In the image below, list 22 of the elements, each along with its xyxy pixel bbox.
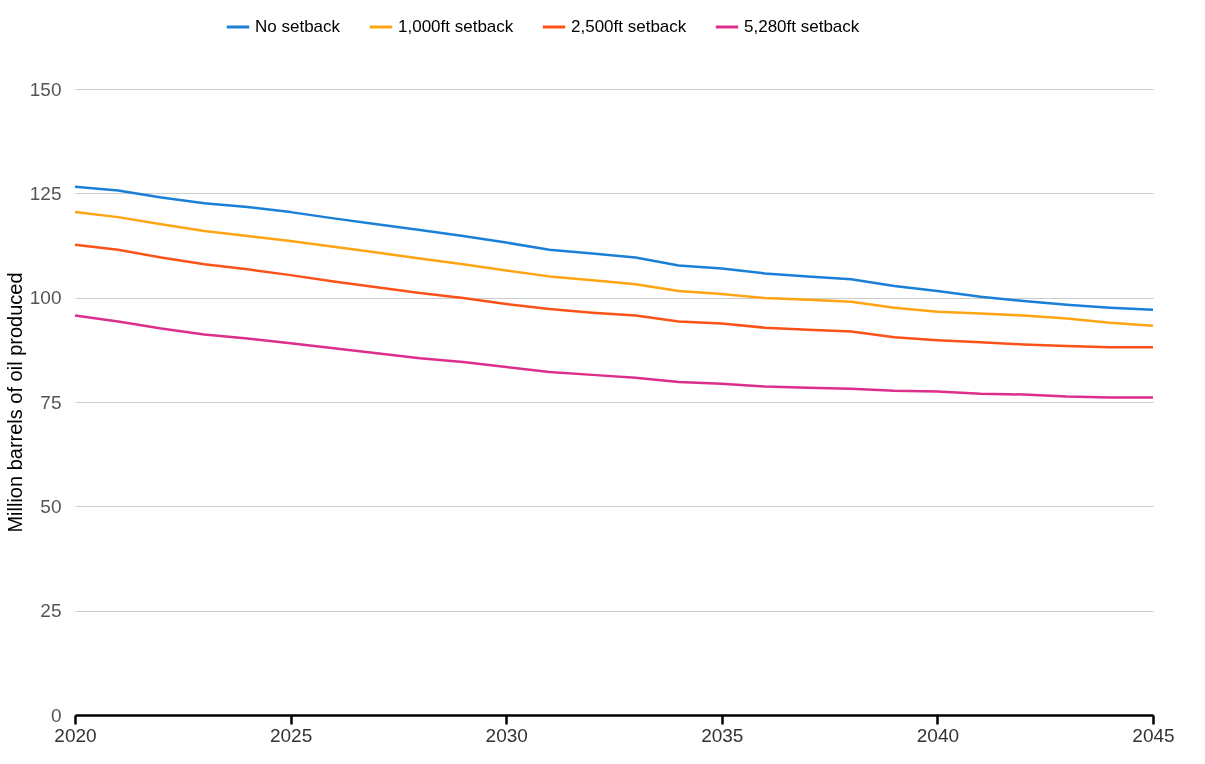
y-axis-title: Million barrels of oil produced [3, 272, 26, 533]
x-tick-label: 2040 [916, 724, 960, 746]
x-tick-label: 2035 [701, 724, 744, 746]
y-tick-label: 0 [50, 704, 62, 726]
line-series [73, 243, 1155, 349]
line-series [73, 314, 1155, 399]
y-tick-label: 125 [29, 182, 62, 204]
y-tick-label: 75 [40, 391, 62, 413]
y-tick-label: 25 [40, 600, 62, 622]
x-tick-label: 2030 [485, 724, 528, 746]
x-tick-label: 2045 [1132, 724, 1175, 746]
y-tick-label: 150 [29, 78, 62, 100]
y-tick-label: 100 [29, 287, 62, 309]
legend-label: 5,280ft setback [744, 17, 860, 36]
x-tick-label: 2025 [269, 724, 313, 746]
legend-label: 1,000ft setback [398, 17, 514, 36]
x-tick-label: 2020 [54, 724, 97, 746]
line-series [73, 210, 1155, 327]
legend-label: No setback [255, 17, 341, 36]
y-tick-label: 50 [40, 495, 62, 517]
line-series [73, 185, 1155, 312]
legend-label: 2,500ft setback [571, 17, 687, 36]
